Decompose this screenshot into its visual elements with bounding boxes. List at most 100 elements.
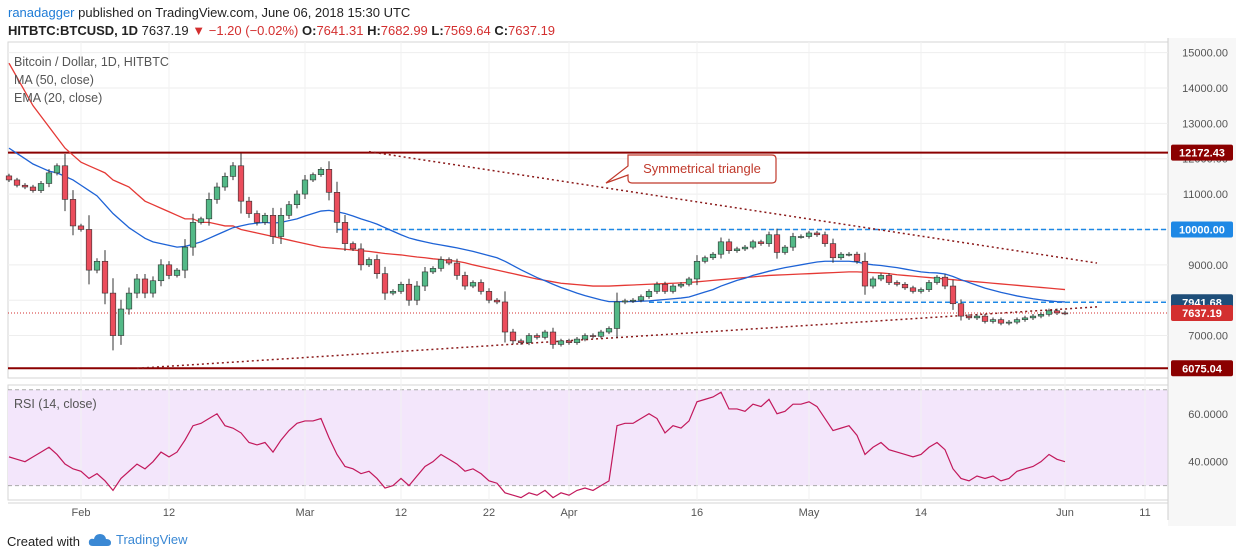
candle-body <box>285 204 293 216</box>
candle-body <box>637 296 645 301</box>
candle-body <box>437 259 445 269</box>
candle-body <box>325 169 333 193</box>
created-with-text: Created with <box>7 534 80 549</box>
candle-body <box>1053 310 1061 314</box>
candle-body <box>797 236 805 238</box>
candle-body <box>373 259 381 274</box>
candle-body <box>557 340 565 345</box>
x-tick-label: Apr <box>560 507 577 519</box>
candle-body <box>677 283 685 287</box>
rsi-band-fill <box>8 389 1168 486</box>
candle-body <box>117 308 125 336</box>
candle-body <box>949 285 957 305</box>
candle-body <box>261 215 269 223</box>
level-badge-10000: 10000.00 <box>1179 224 1225 236</box>
candle-body <box>725 241 733 251</box>
candle-body <box>245 200 253 214</box>
candle-body <box>533 335 541 338</box>
candle-body <box>1037 314 1045 317</box>
candle-body <box>309 174 317 181</box>
candle-body <box>429 268 437 273</box>
candle-body <box>661 283 669 292</box>
candle-body <box>1005 321 1013 324</box>
candle-body <box>781 246 789 253</box>
candle-body <box>477 282 485 292</box>
candle-body <box>621 300 629 303</box>
candle-body <box>237 165 245 202</box>
candle-body <box>597 331 605 337</box>
candle-body <box>925 282 933 290</box>
candle-body <box>349 243 357 250</box>
candle-body <box>269 215 277 237</box>
author-link[interactable]: ranadagger <box>8 5 75 20</box>
candle-body <box>493 299 501 303</box>
last-price: 7637.19 <box>141 23 189 38</box>
candle-body <box>37 183 45 191</box>
x-tick-label: Mar <box>296 507 315 519</box>
candle-body <box>589 335 597 337</box>
price-tick-label: 9000.00 <box>1188 260 1228 272</box>
tradingview-link[interactable]: TradingView <box>88 532 188 547</box>
candle-body <box>909 287 917 292</box>
candle-body <box>389 291 397 294</box>
open-value: 7641.31 <box>316 23 364 38</box>
x-tick-label: 14 <box>915 507 927 519</box>
legend-ema: EMA (20, close) <box>14 91 103 105</box>
publish-line: ranadagger published on TradingView.com,… <box>8 5 410 20</box>
candle-body <box>93 260 101 271</box>
candle-body <box>381 273 389 294</box>
high-value: 7682.99 <box>380 23 428 38</box>
annotation-callout <box>605 154 777 184</box>
price-pane <box>7 41 1169 379</box>
candle-body <box>861 260 869 287</box>
candle-body <box>133 278 141 294</box>
candle-body <box>709 253 717 259</box>
candle-body <box>157 264 165 282</box>
candle-body <box>413 285 421 301</box>
x-tick-label: 12 <box>163 507 175 519</box>
current-price-badge-bg <box>1171 305 1233 322</box>
candle-body <box>973 315 981 319</box>
candle-body <box>565 340 573 343</box>
price-axis-bg <box>1168 38 1236 526</box>
candle-body <box>997 319 1005 324</box>
rsi-tick-label: 40.0000 <box>1188 457 1228 469</box>
candle-body <box>653 283 661 292</box>
candle-body <box>341 222 349 244</box>
candle-body <box>181 246 189 271</box>
level-badge-6075-bg <box>1171 360 1233 377</box>
candle-body <box>229 165 237 177</box>
close-label: C: <box>494 23 509 38</box>
candle-body <box>53 165 61 174</box>
candle-body <box>885 275 893 283</box>
x-tick-label: Feb <box>72 507 91 519</box>
candle-body <box>629 299 637 302</box>
rsi-legend: RSI (14, close) <box>14 397 97 411</box>
chart-legend: Bitcoin / Dollar, 1D, HITBTC MA (50, clo… <box>14 53 169 107</box>
price-tick-label: 15000.00 <box>1182 48 1228 60</box>
candle-body <box>573 338 581 343</box>
candle-body <box>805 232 813 237</box>
candle-body <box>1029 315 1037 319</box>
candle-body <box>549 331 557 345</box>
candle-body <box>61 165 69 200</box>
high-label: H: <box>367 23 381 38</box>
candle-body <box>213 186 221 200</box>
price-tick-label: 7000.00 <box>1188 331 1228 343</box>
low-value: 7569.64 <box>443 23 491 38</box>
candle-body <box>525 335 533 343</box>
candle-body <box>613 301 621 329</box>
candle-body <box>277 215 285 237</box>
candle-body <box>45 172 53 184</box>
candle-body <box>701 257 709 262</box>
candle-body <box>461 275 469 287</box>
candle-body <box>853 253 861 262</box>
candle-body <box>1021 317 1029 320</box>
candle-body <box>29 186 37 191</box>
candle-body <box>221 176 229 188</box>
candle-body <box>1045 310 1053 315</box>
candle-body <box>733 248 741 251</box>
price-change: −1.20 (−0.02%) <box>208 23 299 38</box>
candle-body <box>685 278 693 285</box>
